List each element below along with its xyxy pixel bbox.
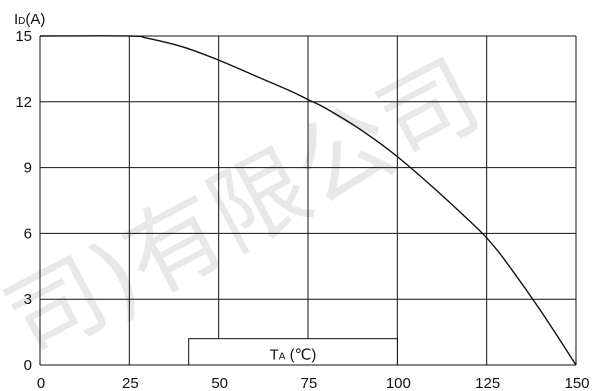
- grid: [39, 35, 577, 366]
- x-tick-label: 100: [386, 375, 411, 391]
- series-line-0: [39, 35, 577, 366]
- x-tick-label: 150: [564, 375, 589, 391]
- y-tick-labels: 0 3 6 9 12 15: [15, 28, 32, 374]
- x-tick-label: 75: [301, 375, 318, 391]
- y-tick-label: 9: [24, 160, 32, 177]
- x-axis-title: TA (℃): [270, 347, 317, 364]
- axis-titles: ID(A): [14, 11, 45, 28]
- x-tick-labels: 0 25 50 75 100 125 150: [37, 375, 590, 391]
- series: [39, 35, 577, 366]
- y-tick-label: 12: [15, 94, 32, 111]
- y-tick-label: 0: [24, 357, 32, 374]
- x-tick-label: 0: [37, 375, 45, 391]
- x-axis-title-frame: [188, 338, 398, 366]
- y-tick-label: 15: [15, 28, 32, 45]
- x-axis-title-box: TA (℃): [188, 338, 398, 366]
- watermark-text: 司)有限公司: [0, 38, 498, 380]
- x-tick-label: 25: [122, 375, 139, 391]
- x-tick-label: 125: [475, 375, 500, 391]
- y-tick-label: 3: [24, 291, 32, 308]
- watermark: 司)有限公司: [0, 38, 498, 380]
- y-axis-title: ID(A): [14, 11, 45, 28]
- y-tick-label: 6: [24, 225, 32, 242]
- x-tick-label: 50: [211, 375, 228, 391]
